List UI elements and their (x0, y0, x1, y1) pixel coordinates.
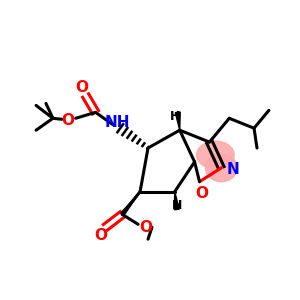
Text: O: O (61, 113, 74, 128)
Text: O: O (195, 186, 208, 201)
Ellipse shape (206, 154, 237, 182)
Polygon shape (175, 112, 180, 130)
Text: O: O (94, 228, 107, 243)
Text: O: O (140, 220, 152, 235)
Polygon shape (174, 192, 179, 210)
Text: H: H (172, 199, 182, 212)
Ellipse shape (196, 141, 234, 169)
Polygon shape (121, 192, 140, 216)
Text: H: H (169, 110, 180, 123)
Text: N: N (227, 162, 240, 177)
Text: NH: NH (105, 115, 130, 130)
Text: O: O (75, 80, 88, 95)
